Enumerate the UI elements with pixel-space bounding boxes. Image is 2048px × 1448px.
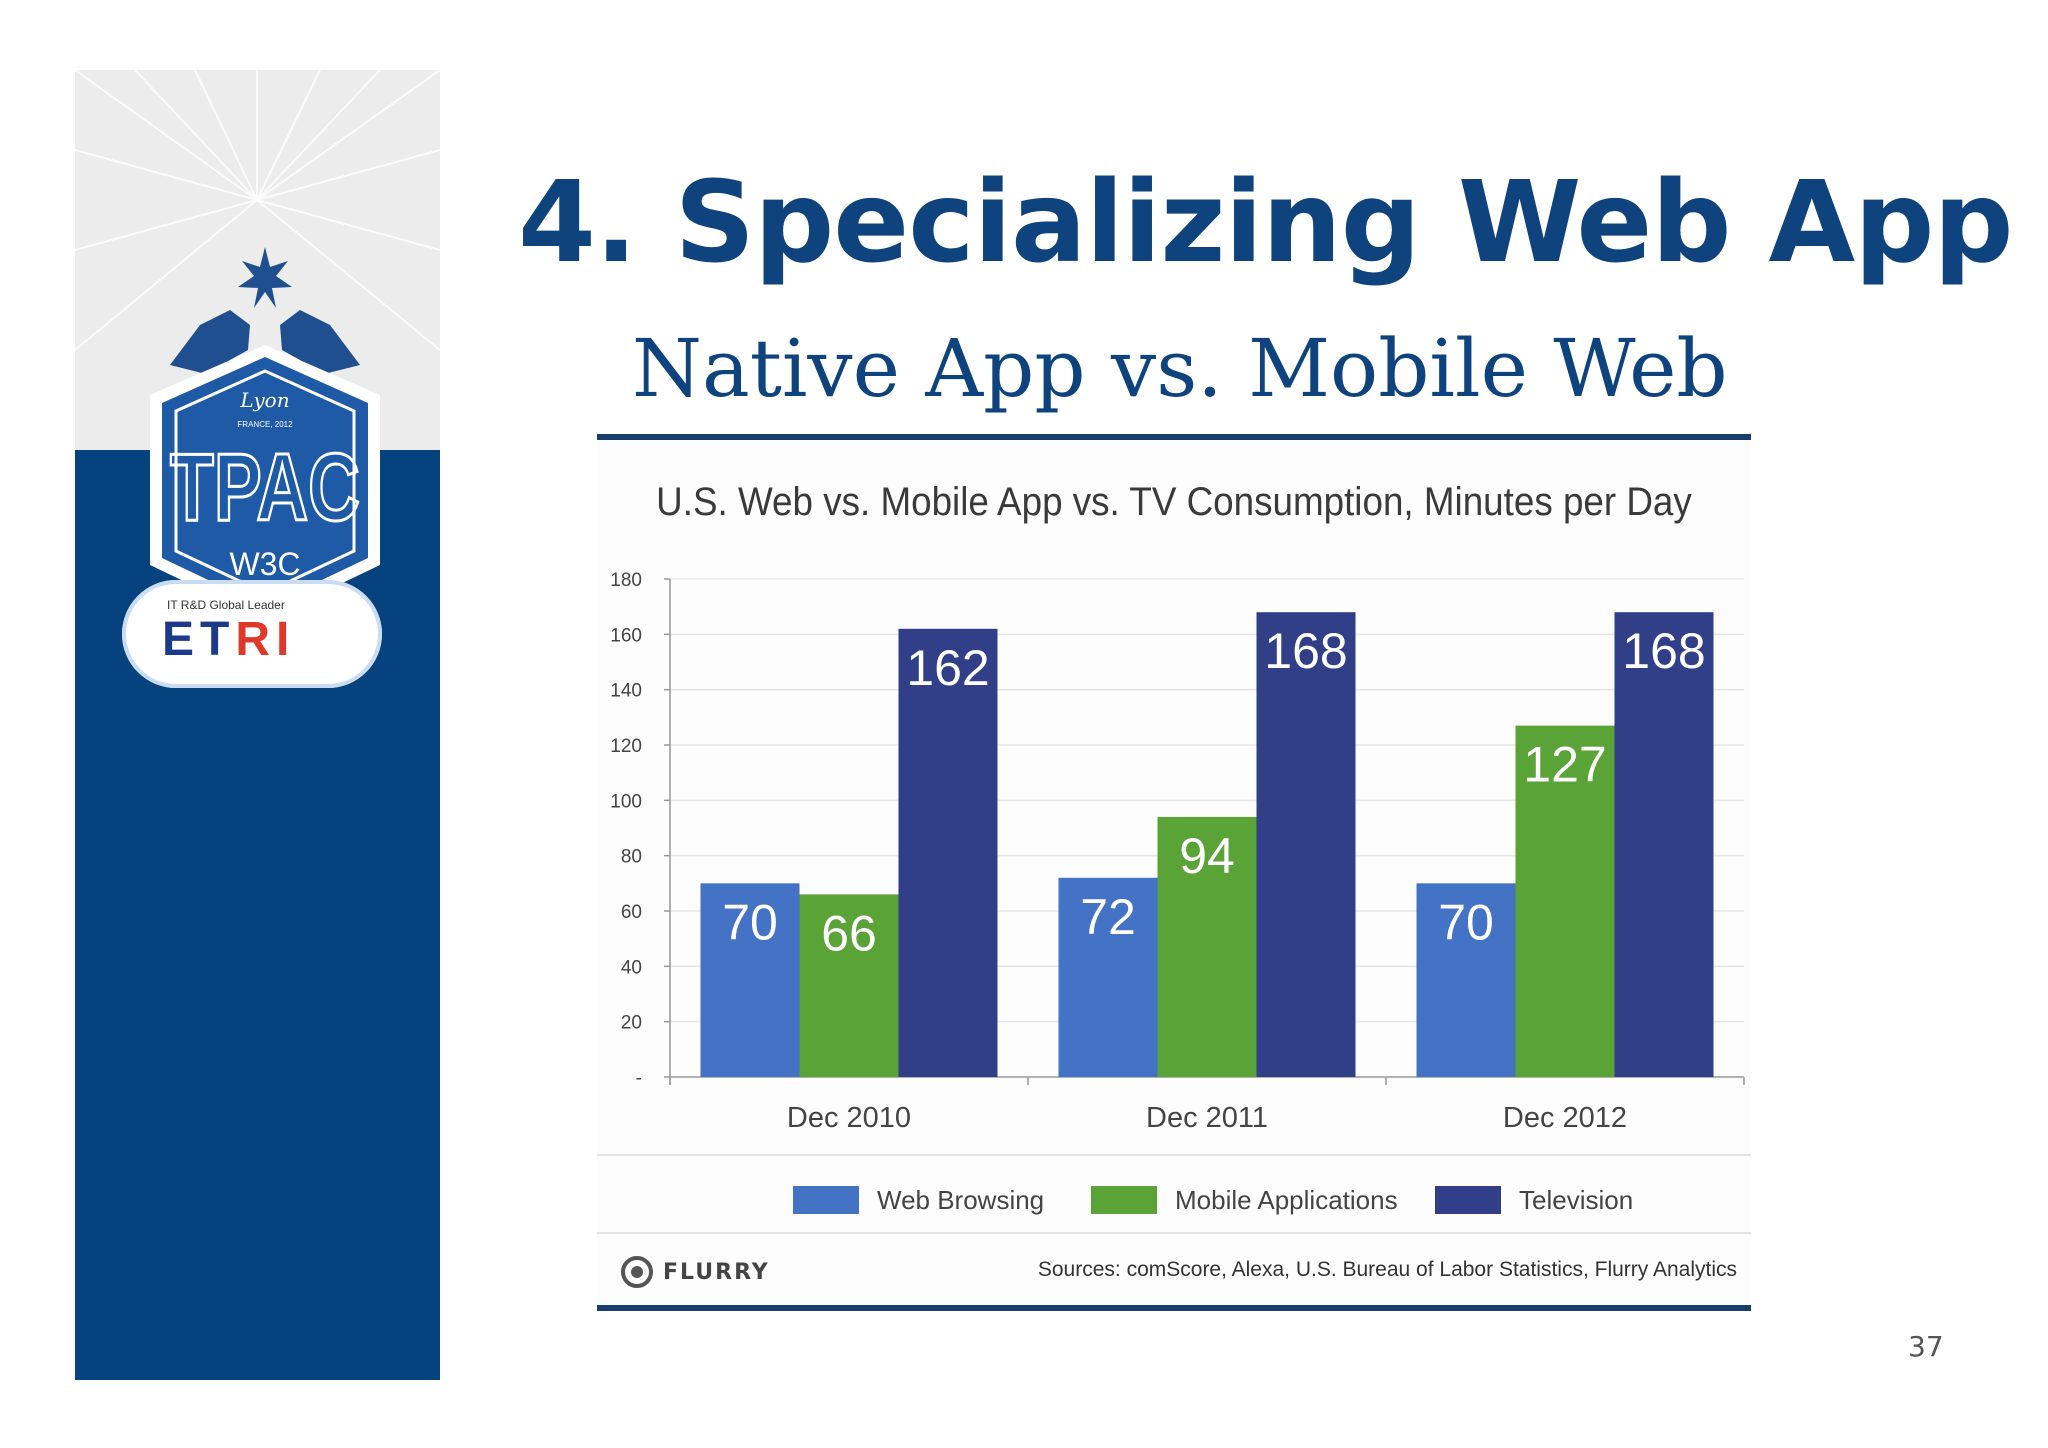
legend-divider-bottom [597, 1232, 1751, 1234]
legend-item-mobile-applications: Mobile Applications [1091, 1180, 1398, 1220]
legend-label-web-browsing: Web Browsing [877, 1184, 1045, 1215]
bar-value-label: 168 [1622, 623, 1705, 679]
legend-item-web-browsing: Web Browsing [793, 1180, 1044, 1220]
y-tick-label: 120 [610, 736, 642, 757]
legend-swatch-television [1435, 1186, 1501, 1214]
bar [1416, 883, 1516, 1077]
x-category-label: Dec 2010 [787, 1102, 911, 1134]
badge-org: W3C [229, 546, 300, 582]
badge-country: FRANCE, 2012 [237, 420, 293, 429]
y-tick-label: 40 [621, 957, 642, 978]
star-icon [238, 247, 292, 308]
etri-logo: IT R&D Global Leader ETRI [122, 580, 382, 688]
tpac-badge: Lyon FRANCE, 2012 TPAC W3C [130, 175, 400, 645]
header-rule [597, 434, 1751, 440]
bar [700, 883, 800, 1077]
chart-title: U.S. Web vs. Mobile App vs. TV Consumpti… [656, 480, 1692, 524]
bar-value-label: 72 [1080, 889, 1136, 945]
etri-wordmark-ri: RI [235, 613, 296, 666]
flurry-logo: FLURRY [621, 1252, 770, 1292]
y-tick-label: 100 [610, 791, 642, 812]
bar-value-label: 168 [1264, 623, 1347, 679]
footer-rule [597, 1305, 1751, 1311]
flurry-wordmark: FLURRY [663, 1259, 770, 1285]
y-tick-label: 60 [621, 902, 642, 923]
chart-sources: Sources: comScore, Alexa, U.S. Bureau of… [1037, 1258, 1737, 1281]
etri-wordmark: ETRI [162, 612, 295, 667]
chart-legend: Web Browsing Mobile Applications Televis… [597, 1180, 1751, 1220]
slide-title: 4. Specializing Web App [518, 158, 2014, 288]
legend-divider-top [597, 1154, 1751, 1156]
bar-value-label: 70 [1438, 894, 1494, 950]
bar-value-label: 70 [722, 894, 778, 950]
badge-city: Lyon [239, 388, 289, 412]
bar [1256, 612, 1356, 1077]
lion-left-icon [170, 310, 250, 375]
bar [1515, 725, 1615, 1077]
sidebar: Lyon FRANCE, 2012 TPAC W3C [75, 70, 440, 1380]
flurry-icon [621, 1256, 653, 1288]
y-tick-label: 80 [621, 847, 642, 868]
chart-panel: U.S. Web vs. Mobile App vs. TV Consumpti… [597, 440, 1751, 1305]
bar [1614, 612, 1714, 1077]
y-tick-label: 140 [610, 681, 642, 702]
legend-label-mobile-applications: Mobile Applications [1175, 1184, 1398, 1215]
page-number: 37 [1908, 1330, 1944, 1363]
bar-value-label: 94 [1179, 828, 1235, 884]
bar [799, 894, 899, 1077]
etri-tagline: IT R&D Global Leader [167, 598, 285, 612]
bar-value-label: 66 [821, 905, 877, 961]
lion-right-icon [280, 310, 360, 375]
sunburst-rays [75, 70, 440, 351]
y-tick-label: 180 [610, 570, 642, 591]
badge-name: TPAC [170, 434, 360, 541]
y-tick-label: 160 [610, 625, 642, 646]
legend-item-television: Television [1435, 1180, 1633, 1220]
legend-swatch-web-browsing [793, 1186, 859, 1214]
bar-value-label: 127 [1523, 737, 1606, 793]
legend-label-television: Television [1519, 1184, 1634, 1215]
legend-swatch-mobile-applications [1091, 1186, 1157, 1214]
x-category-label: Dec 2011 [1146, 1102, 1268, 1134]
bar-chart: - 20 40 60 80 100 120 140 160 180 70 66 162 Dec 2010 7… [610, 570, 1745, 1134]
bar [898, 628, 998, 1077]
bar [1157, 816, 1257, 1077]
etri-wordmark-et: ET [162, 613, 236, 666]
bar [1058, 877, 1158, 1077]
slide-subtitle: Native App vs. Mobile Web [632, 322, 1728, 415]
bar-value-label: 162 [906, 640, 989, 696]
x-category-label: Dec 2012 [1503, 1102, 1627, 1134]
y-tick-label: 20 [621, 1013, 642, 1034]
y-tick-label: - [636, 1068, 642, 1089]
